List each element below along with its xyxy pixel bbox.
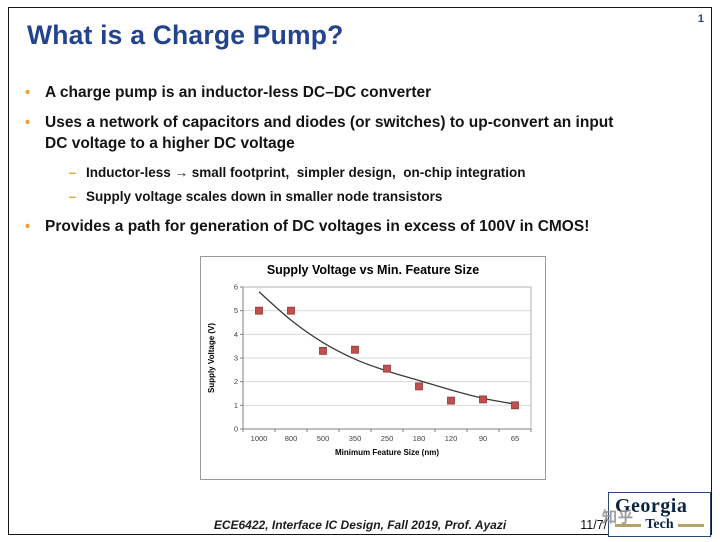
logo-tech-row: Tech [615,518,704,532]
bullet-text: Uses a network of capacitors and diodes … [45,114,614,152]
sub-bullet-item: – Inductor-less → small footprint, simpl… [69,163,693,182]
zhihu-watermark: 知乎 [601,509,634,526]
bullet-item: • A charge pump is an inductor-less DC–D… [25,82,693,103]
bullet-item: • Uses a network of capacitors and diode… [25,112,693,154]
svg-text:90: 90 [479,434,487,443]
svg-text:0: 0 [234,425,238,434]
dash-icon: – [69,165,77,180]
svg-text:4: 4 [234,330,238,339]
logo-tech-text: Tech [645,517,674,532]
svg-text:6: 6 [234,283,238,292]
bullet-text: A charge pump is an inductor-less DC–DC … [45,84,432,101]
chart: Supply Voltage vs Min. Feature Size 0 1 2 3… [200,256,546,480]
svg-text:1: 1 [234,401,238,410]
logo-georgia-text: Georgia [615,495,688,517]
svg-text:180: 180 [413,434,426,443]
svg-text:500: 500 [317,434,330,443]
svg-text:Supply Voltage (V): Supply Voltage (V) [207,323,216,393]
bullet-item: • Provides a path for generation of DC v… [25,216,693,237]
bullet-list: • A charge pump is an inductor-less DC–D… [25,82,693,246]
bullet-icon: • [25,218,31,235]
page-number: 1 [697,13,704,25]
bullet-text: Provides a path for generation of DC vol… [45,218,590,235]
sub-bullet-text: Inductor-less → small footprint, simpler… [86,165,526,180]
dash-icon: – [69,189,77,204]
svg-text:800: 800 [285,434,298,443]
bullet-icon: • [25,84,31,101]
svg-text:1000: 1000 [251,434,268,443]
svg-text:65: 65 [511,434,519,443]
svg-text:350: 350 [349,434,362,443]
page-title: What is a Charge Pump? [27,20,344,50]
svg-text:Minimum Feature Size (nm): Minimum Feature Size (nm) [335,448,439,457]
svg-text:3: 3 [234,354,238,363]
chart-title: Supply Voltage vs Min. Feature Size [266,263,480,277]
gold-bar [615,523,642,527]
svg-text:250: 250 [381,434,394,443]
sub-bullet-item: – Supply voltage scales down in smaller … [69,187,693,206]
svg-text:5: 5 [234,306,238,315]
svg-text:2: 2 [234,377,238,386]
gold-bar [677,523,704,527]
svg-text:120: 120 [445,434,458,443]
bullet-icon: • [25,114,31,131]
chart-plot: 0 1 2 3 4 5 6 1000 800 500 350 250 180 120 90 65 Minimum… [207,283,532,457]
georgia-tech-logo: Georgia Tech [608,492,711,537]
footer-course: ECE6422, Interface IC Design, Fall 2019,… [213,518,507,532]
sub-bullet-text: Supply voltage scales down in smaller no… [86,189,443,204]
